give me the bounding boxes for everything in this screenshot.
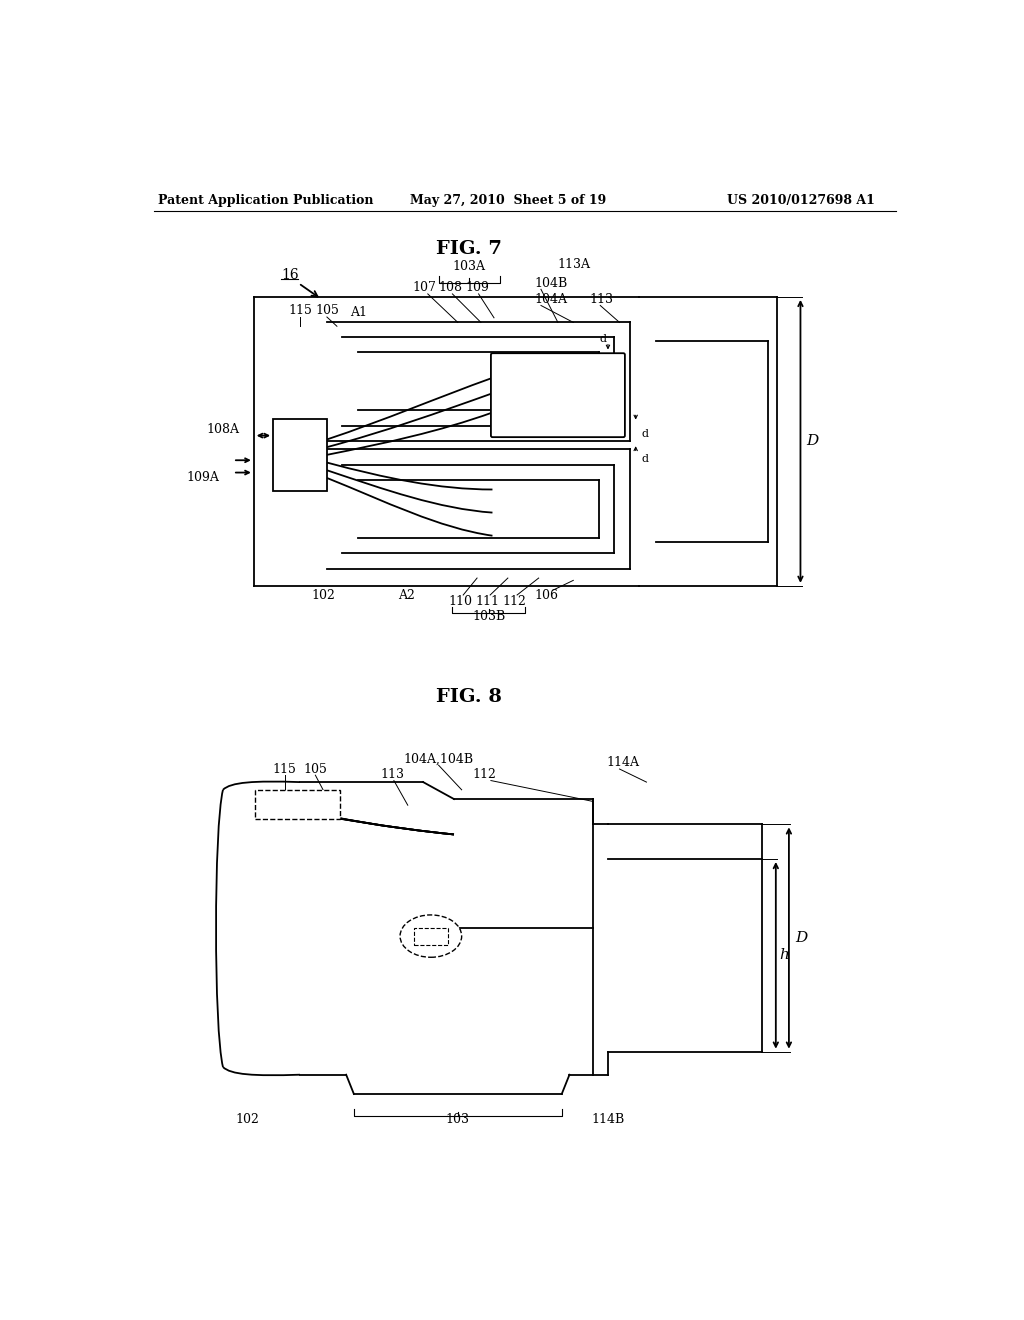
Text: 104B: 104B bbox=[535, 277, 568, 289]
Text: d: d bbox=[642, 454, 649, 463]
Text: A2: A2 bbox=[397, 589, 415, 602]
Text: 114A: 114A bbox=[607, 756, 640, 770]
Text: h: h bbox=[779, 948, 790, 962]
Text: 102: 102 bbox=[311, 589, 335, 602]
Text: 103: 103 bbox=[445, 1113, 470, 1126]
Text: 111: 111 bbox=[475, 594, 499, 607]
Text: 106: 106 bbox=[535, 589, 558, 602]
Text: 113A: 113A bbox=[558, 259, 591, 271]
Text: 108A: 108A bbox=[206, 422, 239, 436]
Text: D: D bbox=[795, 931, 807, 945]
Text: 104A,104B: 104A,104B bbox=[403, 752, 474, 766]
Text: 113: 113 bbox=[380, 768, 404, 781]
Bar bbox=[414, 928, 447, 945]
Text: 103B: 103B bbox=[472, 610, 505, 623]
Text: 108: 108 bbox=[438, 281, 462, 294]
Text: d: d bbox=[642, 429, 649, 440]
Text: FIG. 8: FIG. 8 bbox=[436, 689, 503, 706]
Text: 105: 105 bbox=[303, 763, 328, 776]
Bar bbox=[255, 789, 340, 818]
Text: 113: 113 bbox=[590, 293, 613, 306]
Text: 16: 16 bbox=[282, 268, 299, 282]
Text: 110: 110 bbox=[449, 594, 472, 607]
Text: A1: A1 bbox=[350, 306, 367, 319]
Bar bbox=[273, 418, 327, 491]
Text: 107: 107 bbox=[413, 281, 436, 294]
Text: 115: 115 bbox=[272, 763, 297, 776]
Text: 105: 105 bbox=[315, 305, 339, 317]
FancyBboxPatch shape bbox=[490, 354, 625, 437]
Text: May 27, 2010  Sheet 5 of 19: May 27, 2010 Sheet 5 of 19 bbox=[410, 194, 606, 207]
Text: 102: 102 bbox=[236, 1113, 259, 1126]
Text: 115: 115 bbox=[288, 305, 312, 317]
Text: d: d bbox=[600, 334, 607, 343]
Text: US 2010/0127698 A1: US 2010/0127698 A1 bbox=[726, 194, 874, 207]
Text: 104A: 104A bbox=[535, 293, 567, 306]
Text: 109A: 109A bbox=[186, 471, 219, 484]
Text: 103A: 103A bbox=[453, 260, 485, 273]
Ellipse shape bbox=[400, 915, 462, 957]
Text: FIG. 7: FIG. 7 bbox=[436, 240, 503, 259]
Text: 114B: 114B bbox=[591, 1113, 625, 1126]
Text: 112: 112 bbox=[473, 768, 497, 781]
Text: D: D bbox=[807, 434, 819, 447]
Text: 112: 112 bbox=[502, 594, 526, 607]
Text: Patent Application Publication: Patent Application Publication bbox=[158, 194, 373, 207]
Text: 109: 109 bbox=[465, 281, 489, 294]
